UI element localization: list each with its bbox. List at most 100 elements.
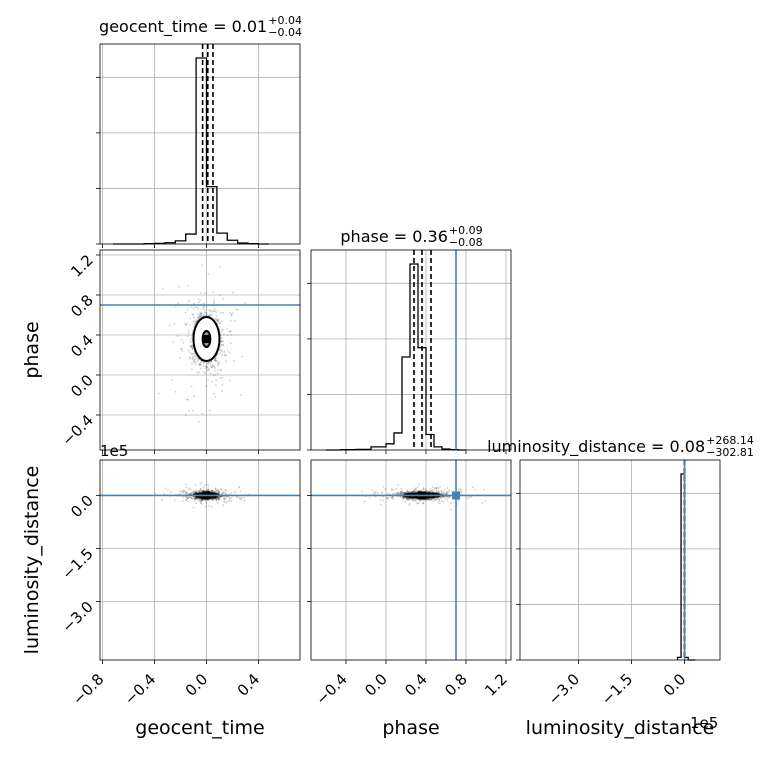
sample-point [186,308,189,311]
sample-point [428,499,431,501]
sample-point [207,361,210,364]
exponent-label-y: 1e5 [100,442,128,460]
sample-point [191,356,194,359]
sample-point [174,305,177,308]
sample-point [189,351,192,354]
sample-point [197,317,200,320]
sample-point [205,501,207,504]
sample-point [189,496,192,499]
sample-point [197,489,200,492]
sample-point [373,493,375,495]
sample-point [191,353,193,356]
sample-point [223,351,226,354]
sample-point [218,492,221,495]
sample-point [229,311,231,314]
sample-point [389,496,392,499]
sample-point [229,342,232,345]
sample-point [415,502,418,505]
sample-point [187,492,190,495]
sample-point [232,359,235,362]
sample-point [215,497,218,500]
sample-point [208,409,211,412]
sample-point [437,487,440,489]
sample-point [214,310,216,313]
sample-point [211,498,213,501]
sample-point [202,486,205,489]
sample-point [217,320,220,323]
sample-point [201,499,204,501]
sample-point [386,497,388,499]
sample-point [243,496,245,499]
sample-point [422,488,425,491]
sample-point [194,491,197,494]
sample-point [395,487,398,490]
sample-point [239,490,242,493]
sample-point [443,491,445,494]
sample-point [192,314,195,317]
sample-point [460,488,462,491]
sample-point [184,311,187,314]
sample-point [220,488,223,491]
sample-point [413,488,416,491]
sample-point [225,493,228,495]
sample-point [448,495,451,498]
sample-point [210,498,213,501]
sample-point [197,313,200,316]
sample-point [449,496,451,499]
sample-point [411,498,413,501]
sample-point [224,491,227,494]
tick-label-y-luminosity_distance: −1.5 [58,545,96,583]
sample-point [207,499,210,502]
sample-point [221,340,224,343]
sample-point [214,359,217,362]
sample-point [368,496,371,499]
sample-point [179,493,181,495]
sample-point [410,491,413,494]
sample-point [191,497,193,500]
sample-point [408,504,411,506]
sample-point [213,359,216,361]
sample-point [233,319,236,322]
sample-point [199,498,202,501]
sample-point [391,496,393,499]
sample-point [471,486,474,489]
sample-point [217,362,220,364]
sample-point [222,343,225,346]
sample-point [213,491,216,494]
sample-point [228,351,231,354]
sample-point [171,341,174,344]
sample-point [189,341,192,343]
histogram-frame-geocent_time [99,43,301,245]
sample-point [191,497,194,500]
sample-point [384,488,387,491]
sample-point [442,500,445,503]
sample-point [184,492,187,495]
sample-point [407,491,410,494]
sample-point [198,490,201,493]
sample-point [202,364,205,367]
sample-point [188,332,191,335]
sample-point [185,492,188,495]
sample-point [204,367,207,370]
sample-point [386,492,389,495]
sample-point [406,497,409,500]
sample-point [199,292,202,294]
sample-point [404,500,407,503]
sample-point [184,414,187,416]
tick-label-x-phase: 1.2 [481,670,511,700]
sample-point [424,488,427,490]
sample-point [204,499,206,502]
sample-point [399,492,402,494]
sample-point [188,300,190,302]
sample-point [447,491,450,494]
sample-point [192,490,195,493]
sample-point [220,337,223,339]
sample-point [238,496,241,499]
sample-point [195,361,197,364]
sample-point [177,302,180,305]
sample-point [204,309,206,312]
sample-point [426,497,428,500]
density-peak [202,335,211,343]
sample-point [192,307,195,310]
sample-point [225,495,227,498]
